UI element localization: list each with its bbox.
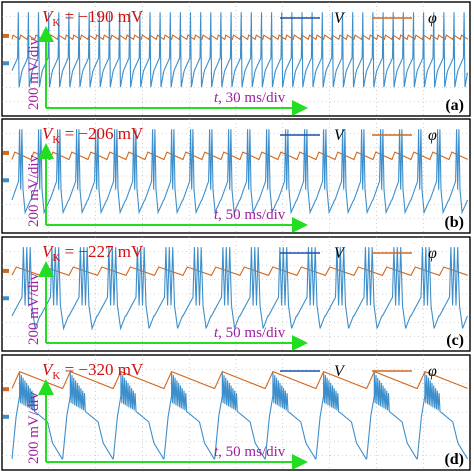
vk-symbol: V: [42, 242, 55, 261]
channel-marker-phi: [3, 33, 9, 38]
y-annotation: 200 mV/div: [26, 391, 42, 464]
channel-marker-v: [3, 178, 9, 183]
legend-phi-label: φ: [428, 245, 437, 262]
legend-phi-label: φ: [428, 127, 437, 144]
phi-trace: [11, 370, 468, 389]
t-annotation: t, 50 ms/div: [214, 444, 286, 460]
vk-symbol: V: [42, 360, 55, 379]
vk-symbol: V: [42, 124, 55, 143]
t-symbol: t: [214, 207, 219, 223]
vk-value: = −206 mV: [60, 124, 144, 143]
t-annotation: t, 30 ms/div: [214, 90, 286, 106]
phi-trace: [11, 34, 469, 40]
vk-label: VK = −206 mV: [42, 124, 144, 146]
vk-label: VK = −190 mV: [42, 7, 144, 29]
vk-value: = −227 mV: [60, 242, 144, 261]
t-scale: , 50 ms/div: [218, 325, 286, 341]
vk-subscript: K: [52, 370, 60, 382]
panel-label: (a): [445, 97, 464, 114]
t-annotation: t, 50 ms/div: [214, 325, 286, 341]
vk-subscript: K: [52, 134, 60, 146]
v-trace: [11, 12, 469, 88]
channel-marker-phi: [3, 387, 9, 392]
vk-subscript: K: [52, 17, 60, 29]
legend-phi-label: φ: [428, 10, 437, 27]
t-scale: , 50 ms/div: [218, 207, 286, 223]
y-annotation: 200 mV/div: [26, 154, 42, 227]
channel-marker-phi: [3, 268, 9, 273]
legend-v-label: V: [334, 363, 346, 380]
grid: [2, 119, 470, 233]
legend-v-label: V: [334, 245, 346, 262]
channel-marker-v: [3, 61, 9, 66]
channel-marker-phi: [3, 150, 9, 155]
channel-marker-v: [3, 414, 9, 419]
panel-label: (c): [446, 332, 464, 349]
v-trace: [11, 372, 468, 460]
t-symbol: t: [214, 325, 219, 341]
vk-value: = −190 mV: [60, 7, 144, 26]
vk-symbol: V: [42, 7, 55, 26]
legend-v-label: V: [334, 10, 346, 27]
t-annotation: t, 50 ms/div: [214, 207, 286, 223]
v-trace: [11, 129, 469, 215]
t-scale: , 30 ms/div: [218, 90, 286, 106]
t-scale: , 50 ms/div: [218, 444, 286, 460]
vk-label: VK = −320 mV: [42, 360, 144, 382]
vk-subscript: K: [52, 252, 60, 264]
v-trace: [11, 247, 468, 331]
legend-phi-label: φ: [428, 363, 437, 380]
vk-value: = −320 mV: [60, 360, 144, 379]
channel-marker-v: [3, 296, 9, 301]
panel-label: (b): [444, 214, 464, 231]
t-symbol: t: [214, 444, 219, 460]
panel-label: (d): [444, 451, 464, 468]
vk-label: VK = −227 mV: [42, 242, 144, 264]
legend-v-label: V: [334, 127, 346, 144]
y-annotation: 200 mV/div: [26, 272, 42, 345]
phi-trace: [11, 266, 468, 276]
t-symbol: t: [214, 90, 219, 106]
y-annotation: 200 mV/div: [26, 37, 42, 110]
phi-trace: [11, 151, 469, 160]
